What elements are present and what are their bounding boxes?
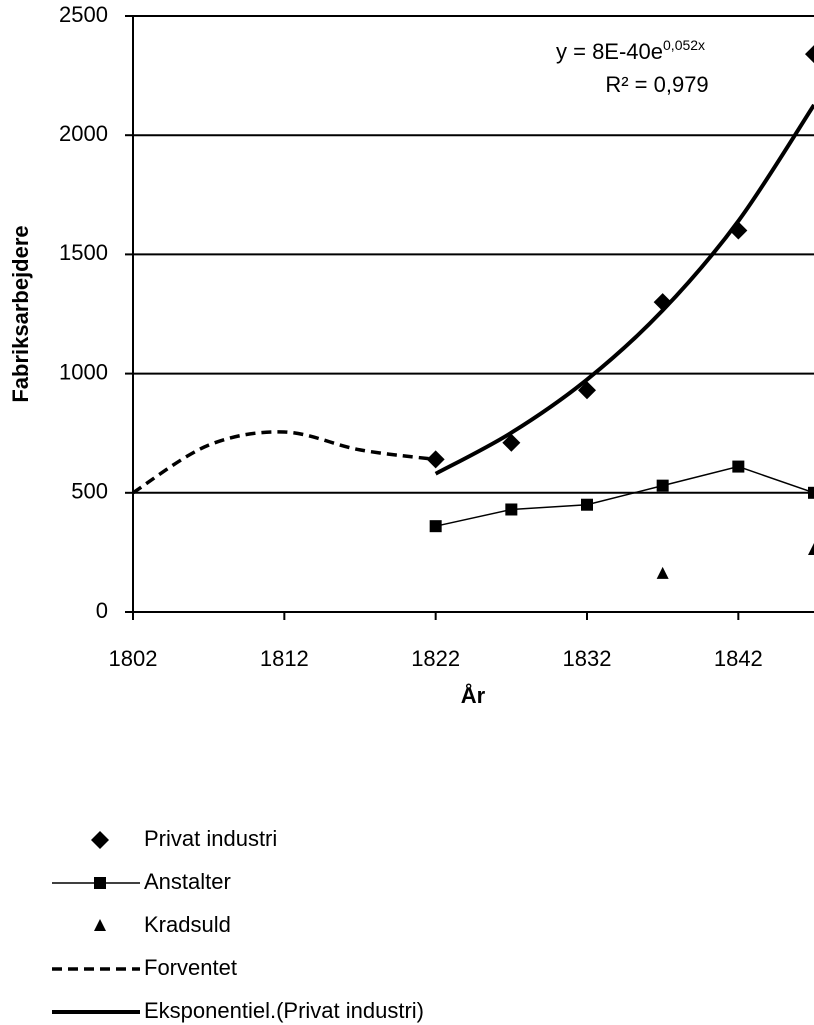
x-tick-label: 1812: [260, 646, 309, 671]
marker-square: [581, 498, 593, 511]
legend-label: Anstalter: [144, 869, 231, 894]
marker-square: [808, 486, 814, 499]
legend-label: Forventet: [144, 955, 237, 980]
marker-triangle: [94, 919, 106, 931]
x-tick-label: 1832: [563, 646, 612, 671]
y-tick-label: 0: [96, 598, 108, 623]
legend-label: Kradsuld: [144, 912, 231, 937]
marker-diamond: [805, 45, 814, 64]
marker-square: [656, 479, 669, 492]
series-line: [435, 465, 814, 527]
series-line: [132, 430, 436, 495]
y-axis-label: Fabriksarbejdere: [8, 225, 33, 402]
legend-label: Privat industri: [144, 826, 277, 851]
y-tick-label: 1000: [59, 359, 108, 384]
x-axis-label: År: [461, 682, 486, 708]
equation: y = 8E-40e: [556, 39, 663, 64]
equation-exponent: 0,052x: [663, 37, 705, 53]
marker-triangle: [656, 566, 669, 579]
x-tick-label: 1802: [109, 646, 158, 671]
trend-equation: y = 8E-40e0,052x: [556, 37, 705, 64]
y-tick-label: 1500: [59, 240, 108, 265]
marker-square: [429, 520, 442, 533]
marker-diamond: [502, 433, 521, 452]
legend-label: Eksponentiel.(Privat industri): [144, 998, 424, 1023]
marker-diamond: [578, 381, 596, 400]
x-tick-label: 1822: [411, 646, 460, 671]
y-tick-label: 2000: [59, 121, 108, 146]
marker-square: [505, 503, 518, 516]
marker-triangle: [808, 543, 814, 556]
marker-square: [732, 460, 745, 473]
trend-r2: R² = 0,979: [605, 72, 708, 97]
series-line: [434, 103, 814, 476]
marker-square: [94, 877, 106, 889]
x-tick-label: 1842: [714, 646, 763, 671]
y-tick-label: 2500: [59, 2, 108, 27]
y-tick-label: 500: [71, 479, 108, 504]
marker-diamond: [91, 831, 109, 849]
